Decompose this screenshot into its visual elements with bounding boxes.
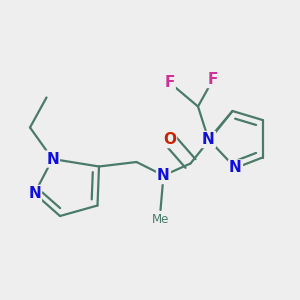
Text: O: O [163, 132, 176, 147]
Text: N: N [202, 132, 215, 147]
Text: N: N [46, 152, 59, 166]
Text: N: N [229, 160, 242, 175]
Text: F: F [164, 75, 175, 90]
Text: N: N [157, 168, 170, 183]
Text: N: N [28, 186, 41, 201]
Text: F: F [208, 72, 218, 87]
Text: Me: Me [152, 213, 169, 226]
